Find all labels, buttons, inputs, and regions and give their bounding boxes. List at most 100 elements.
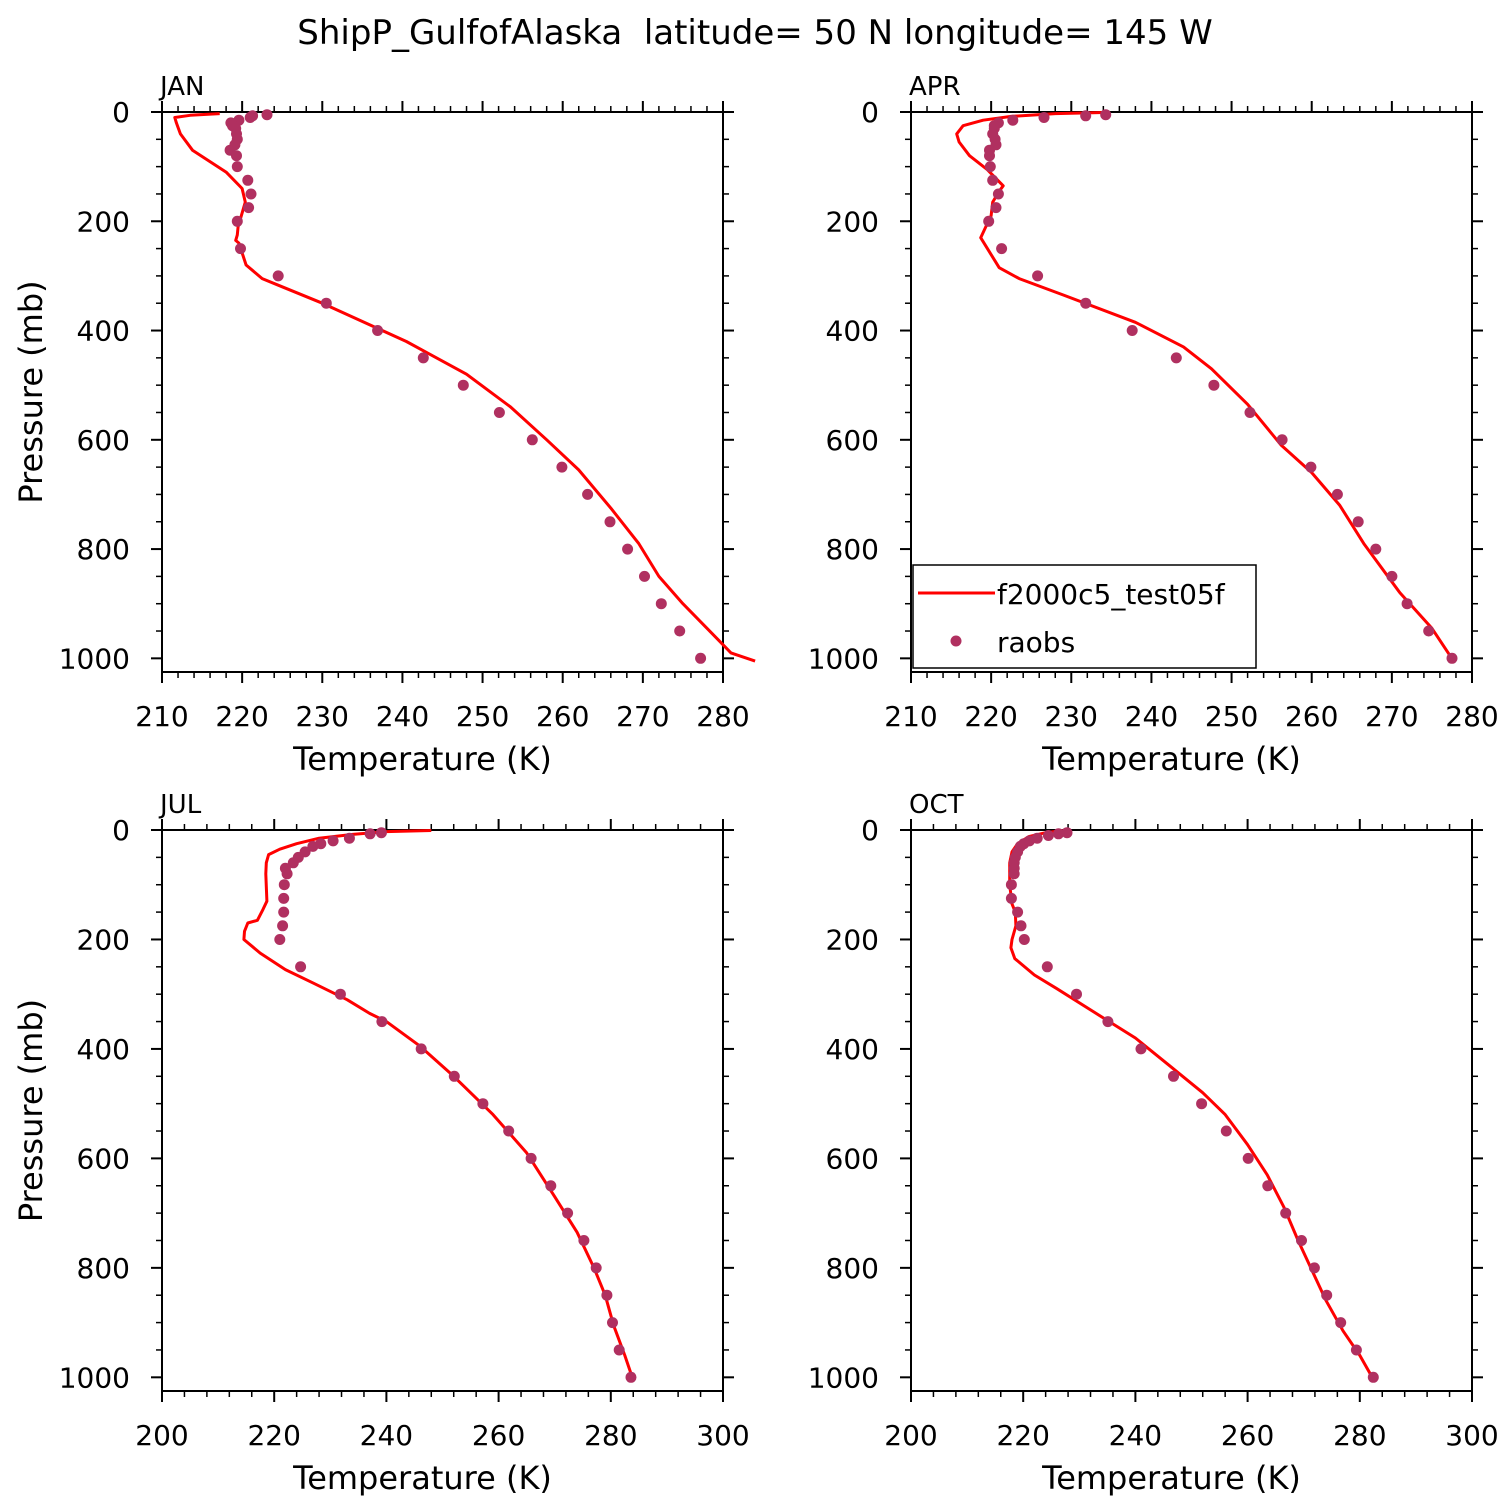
x-axis-label: Temperature (K) [1041,740,1301,778]
obs-data-point [556,461,568,473]
obs-data-point [1005,879,1017,891]
obs-data-point [1308,1262,1320,1274]
obs-data-point [655,598,667,610]
obs-data-point [1170,352,1182,364]
obs-data-point [320,297,332,309]
y-tick-label: 0 [112,814,130,847]
obs-data-point [1386,570,1398,582]
obs-data-point [477,1098,489,1110]
obs-data-point [545,1180,557,1192]
obs-data-point [625,1371,637,1383]
obs-data-point [1135,1043,1147,1055]
obs-data-point [1350,1344,1362,1356]
y-tick-label: 0 [112,96,130,129]
y-tick-label: 600 [77,1142,130,1175]
y-axis-label: Pressure (mb) [12,280,50,503]
x-tick-label: 270 [1365,700,1418,733]
x-tick-label: 260 [472,1419,525,1452]
y-tick-label: 1000 [59,642,130,675]
obs-data-point [1280,1207,1292,1219]
y-tick-label: 1000 [808,1361,879,1394]
obs-data-point [1242,1152,1254,1164]
panel-label: OCT [909,790,964,820]
model-series-line [1008,829,1376,1381]
obs-data-point [272,270,284,282]
panel-label: JUL [158,790,202,820]
plot-frame [910,829,1473,1392]
obs-data-point [984,161,996,173]
obs-data-point [1244,407,1256,418]
x-tick-label: 300 [1445,1419,1498,1452]
obs-data-point [1321,1289,1333,1301]
obs-data-point [1331,488,1343,500]
obs-data-point [334,988,346,1000]
obs-data-point [1015,920,1027,932]
obs-data-point [327,835,339,847]
legend: f2000c5_test05f raobs [912,564,1257,669]
obs-data-point [235,243,246,255]
obs-data-point [996,243,1008,255]
obs-data-point [1080,297,1092,309]
y-tick-label: 200 [77,923,130,956]
y-tick-label: 0 [861,814,879,847]
y-tick-label: 400 [826,1033,879,1066]
obs-data-point [243,202,255,214]
obs-data-point [372,325,384,336]
obs-data-point [990,202,1002,214]
legend-obs-marker-swatch [950,635,962,647]
obs-data-point [261,109,273,121]
obs-data-point [1367,1371,1379,1383]
x-axis-label: Temperature (K) [292,740,552,778]
obs-data-point [307,840,319,852]
model-series-line [242,829,635,1381]
x-axis-label: Temperature (K) [1041,1459,1301,1497]
obs-data-point [242,174,254,186]
obs-data-point [1276,434,1288,446]
y-tick-label: 800 [77,1252,130,1285]
panel-jan: JAN 210 220 230 240 250 260 270 280 0 200 400 600 800… [12,72,756,778]
obs-data-point [503,1125,515,1137]
obs-data-point [231,150,242,162]
obs-data-point [601,1289,613,1301]
obs-data-point [1401,598,1413,610]
x-tick-label: 210 [135,700,188,733]
obs-data-point [1370,543,1382,555]
obs-data-point [526,434,538,446]
obs-data-point [1102,1016,1114,1028]
obs-data-point [983,215,995,227]
obs-data-point [1071,988,1082,1000]
obs-data-point [287,857,299,869]
x-tick-label: 220 [996,1419,1049,1452]
obs-data-point [1220,1125,1232,1137]
obs-data-point [562,1207,574,1219]
obs-data-point [987,174,999,186]
x-tick-label: 200 [135,1419,188,1452]
obs-data-point [1012,906,1024,918]
obs-data-point [1335,1317,1347,1329]
x-tick-label: 260 [1221,1419,1274,1452]
y-tick-label: 1000 [808,642,879,675]
obs-data-point [1005,892,1017,904]
obs-data-point [613,1344,625,1356]
obs-data-point [375,827,387,839]
obs-data-point [1053,828,1064,840]
panel-jul: JUL 200 220 240 260 280 300 0 200 400 600 800 1000 Te… [12,790,750,1497]
x-tick-label: 280 [1445,700,1498,733]
obs-data-point [278,879,290,891]
legend-model-label: f2000c5_test05f [997,578,1226,611]
obs-data-point [1126,325,1138,336]
obs-data-point [607,1317,618,1329]
obs-data-point [376,1016,388,1028]
obs-data-point [674,625,686,637]
y-tick-label: 200 [826,205,879,238]
panel-apr: APR 210 220 230 240 250 260 270 280 0 200 400 600 800… [808,72,1499,778]
obs-data-point [1296,1235,1307,1246]
obs-data-point [295,961,307,973]
obs-data-point [590,1262,602,1274]
y-tick-label: 800 [826,533,879,566]
obs-data-point [1305,461,1317,473]
y-tick-label: 1000 [59,1361,130,1394]
x-tick-label: 240 [1109,1419,1162,1452]
obs-data-point [1032,270,1044,282]
